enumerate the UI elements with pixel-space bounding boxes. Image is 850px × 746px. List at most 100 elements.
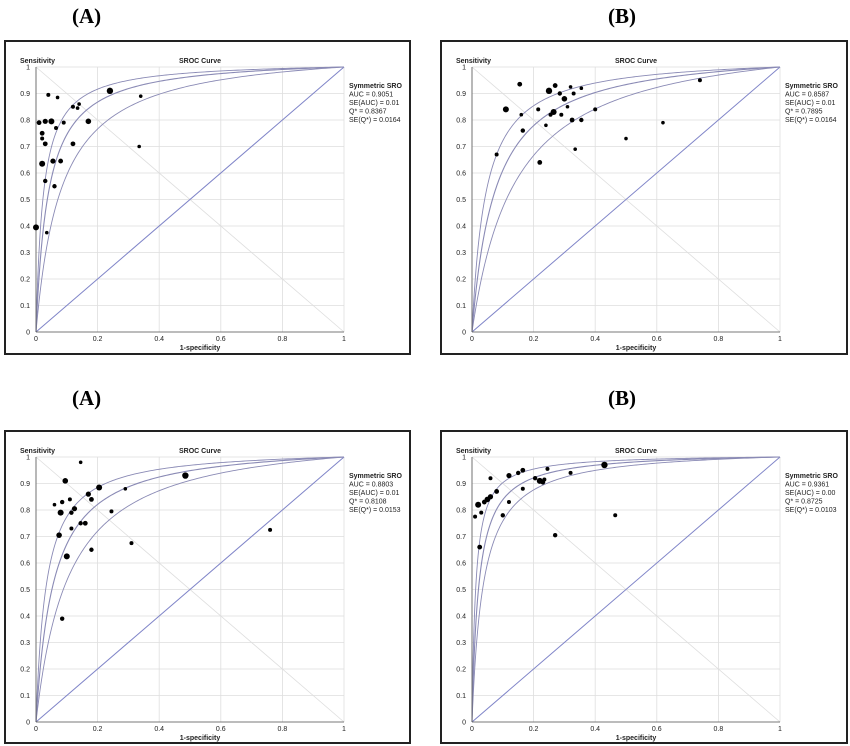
y-tick-label: 1 [462, 455, 466, 462]
data-point [42, 118, 48, 124]
x-axis-label: 1-specificity [180, 345, 221, 352]
x-tick-label: 0.4 [154, 336, 164, 343]
sroc-panel-bottom-left: 0 0.1 0.2 0.3 0.4 0.5 0.6 0.7 0.8 0.9 1 0 0.2 0.4 0.6 0… [4, 430, 411, 744]
data-point [516, 470, 521, 476]
data-point [78, 460, 83, 465]
data-point [537, 160, 543, 165]
data-point [75, 106, 80, 110]
data-point [46, 92, 51, 97]
data-point [55, 95, 60, 100]
data-point [69, 526, 74, 531]
y-tick-label: 0.1 [456, 303, 466, 310]
data-point [52, 502, 57, 507]
y-tick-label: 0.9 [20, 481, 30, 488]
sroc-confidence-curve [471, 456, 781, 723]
data-point [106, 87, 114, 95]
data-point [565, 104, 570, 109]
y-tick-label: 0.6 [20, 171, 30, 178]
data-point [268, 527, 273, 532]
stats-line: AUC = 0.8587 [785, 92, 829, 99]
data-point [62, 478, 69, 484]
data-point [517, 81, 523, 87]
data-point [78, 521, 83, 526]
sroc-curve [471, 456, 781, 723]
data-points [52, 460, 273, 621]
y-tick-label: 0.5 [456, 197, 466, 204]
data-point [506, 472, 512, 479]
data-point [561, 96, 568, 102]
data-point [520, 467, 526, 473]
data-point [52, 184, 57, 189]
data-point [569, 117, 575, 123]
x-tick-label: 0.6 [216, 726, 226, 733]
data-point [500, 513, 505, 518]
stats-line: SE(Q*) = 0.0103 [785, 507, 837, 514]
y-axis-label: Sensitivity [20, 58, 55, 65]
data-point [137, 144, 141, 149]
y-tick-label: 0.2 [456, 667, 466, 674]
stats-line: AUC = 0.9361 [785, 482, 829, 489]
x-tick-label: 0.8 [714, 336, 724, 343]
data-point [96, 484, 103, 491]
stats-heading: Symmetric SRO [785, 473, 838, 480]
stats-line: SE(AUC) = 0.01 [349, 100, 399, 107]
x-axis-label: 1-specificity [616, 735, 657, 742]
data-point [71, 506, 78, 512]
stats-line: SE(Q*) = 0.0164 [785, 117, 837, 124]
sroc-confidence-curve [471, 66, 781, 333]
data-point [85, 118, 92, 125]
panel-label-top-left: (A) [72, 4, 102, 28]
data-point [544, 123, 548, 128]
sroc-panel-top-right: 0 0.1 0.2 0.3 0.4 0.5 0.6 0.7 0.8 0.9 1 0 0.2 0.4 0.6 0… [440, 40, 848, 355]
stats-line: SE(AUC) = 0.01 [785, 100, 835, 107]
data-point [568, 470, 573, 475]
data-point [70, 141, 76, 147]
y-tick-label: 0.7 [20, 144, 30, 151]
data-point [129, 541, 134, 546]
y-tick-label: 0.6 [20, 561, 30, 568]
data-point [39, 130, 45, 136]
x-tick-label: 0.8 [714, 726, 724, 733]
data-point [494, 489, 500, 494]
data-point [552, 83, 558, 88]
data-points [33, 87, 143, 235]
data-point [613, 513, 618, 518]
data-point [58, 158, 64, 164]
data-point [63, 553, 70, 560]
y-tick-label: 0.8 [456, 118, 466, 125]
chance-diagonal [471, 66, 781, 333]
y-tick-label: 0.6 [456, 171, 466, 178]
y-tick-label: 0.9 [20, 91, 30, 98]
y-tick-label: 0.9 [456, 481, 466, 488]
stats-line: AUC = 0.8803 [349, 482, 393, 489]
y-tick-label: 0.6 [456, 561, 466, 568]
x-tick-label: 1 [778, 726, 782, 733]
stats-heading: Symmetric SRO [349, 473, 402, 480]
chance-diagonal [35, 456, 345, 723]
x-tick-label: 0 [470, 726, 474, 733]
x-tick-label: 1 [342, 726, 346, 733]
y-tick-label: 0.1 [20, 303, 30, 310]
data-point [123, 487, 128, 491]
y-axis-label: Sensitivity [20, 448, 55, 455]
x-tick-label: 0.6 [652, 726, 662, 733]
data-point [579, 117, 584, 123]
y-tick-label: 0.1 [456, 693, 466, 700]
sroc-panel-top-left: 0 0.1 0.2 0.3 0.4 0.5 0.6 0.7 0.8 0.9 1 0 0.2 0.4 0.6 0… [4, 40, 411, 355]
data-point [54, 125, 59, 130]
y-tick-label: 0 [26, 330, 30, 337]
x-tick-label: 0.4 [590, 726, 600, 733]
data-point [43, 178, 48, 184]
sroc-chart: 0 0.1 0.2 0.3 0.4 0.5 0.6 0.7 0.8 0.9 1 0 0.2 0.4 0.6 0… [20, 448, 402, 742]
y-tick-label: 0.5 [456, 587, 466, 594]
data-point [519, 112, 524, 117]
data-point [50, 158, 56, 164]
y-tick-label: 0.1 [20, 693, 30, 700]
data-point [573, 147, 577, 151]
data-point [624, 136, 628, 141]
y-tick-label: 0.7 [20, 534, 30, 541]
data-point [536, 107, 541, 112]
y-tick-label: 0.8 [456, 508, 466, 515]
stats-line: SE(Q*) = 0.0164 [349, 117, 401, 124]
data-point [182, 472, 189, 479]
